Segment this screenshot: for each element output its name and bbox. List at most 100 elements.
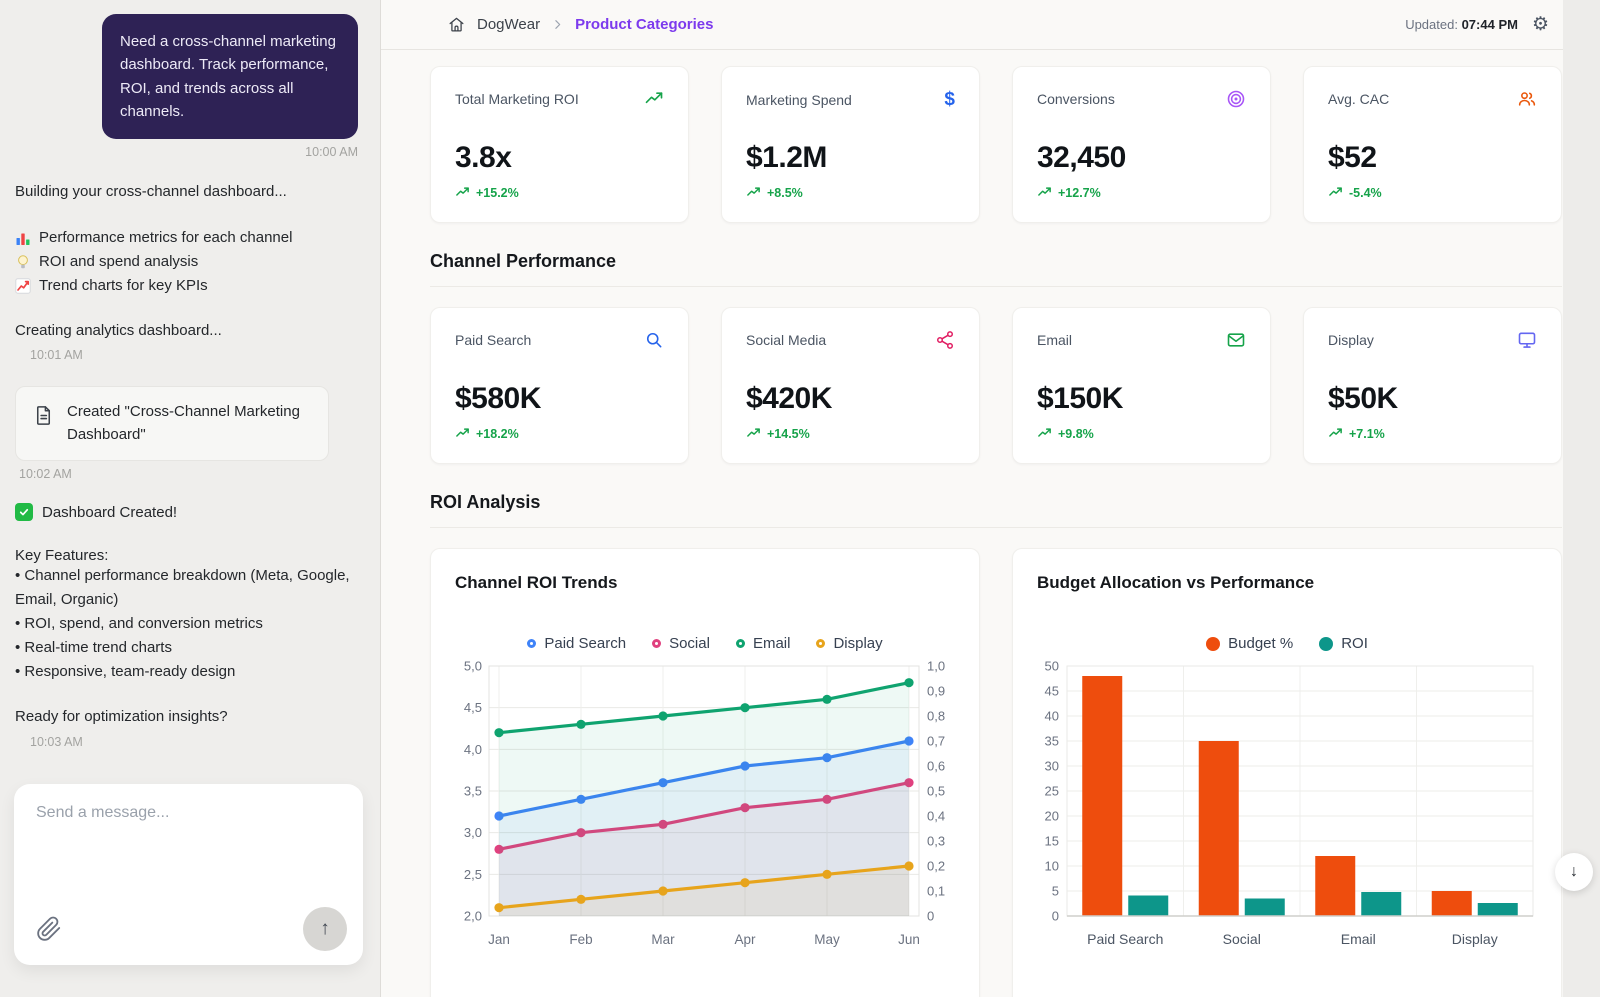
svg-text:May: May [814,932,840,947]
svg-text:5,0: 5,0 [464,659,482,674]
kpi-value: $52 [1328,141,1377,174]
kpi-delta: -5.4% [1328,185,1537,200]
kpi-card-avg-cac: Avg. CAC $52 -5.4% [1303,66,1562,223]
kpi-label: Conversions [1037,91,1115,107]
dollar-icon: $ [944,89,955,110]
legend-marker [735,639,745,648]
svg-text:35: 35 [1045,734,1059,749]
breadcrumb-root[interactable]: DogWear [477,16,541,33]
created-card-text: Created "Cross-Channel Marketing Dashboa… [67,403,300,443]
trend-arrow-icon [1329,428,1342,437]
legend-marker [652,639,662,648]
bar-chart: 0 5 10 15 20 25 30 35 40 45 50 Paid Search Social Ema… [1045,659,1534,947]
check-icon [15,503,33,521]
trend-arrow-icon [1038,187,1051,196]
dashboard-created-text: Dashboard Created! [42,503,178,521]
feature-label: Trend charts for key KPIs [39,277,208,294]
bar-chart-card: Budget Allocation vs Performance Budget … [1012,548,1562,997]
trend-chart-icon [15,277,31,294]
svg-text:3,0: 3,0 [464,825,482,840]
trend-arrow-icon [456,428,469,437]
users-icon [1517,89,1537,109]
gear-icon[interactable]: ⚙ [1531,14,1549,35]
svg-text:0,5: 0,5 [927,784,945,799]
kpi-delta: +15.2% [455,185,664,200]
channel-delta: +14.5% [746,426,955,441]
svg-text:2,0: 2,0 [464,909,482,924]
assistant-message: Building your cross-channel dashboard... [15,183,287,200]
kpi-row: Total Marketing ROI 3.8x +15.2% Marketin… [430,66,1562,223]
kpi-card-total-roi: Total Marketing ROI 3.8x +15.2% [430,66,689,223]
channel-label: Social Media [746,332,827,348]
svg-text:2,5: 2,5 [464,867,482,882]
breadcrumb-current[interactable]: Product Categories [575,16,714,33]
svg-text:0,3: 0,3 [927,834,945,849]
svg-text:15: 15 [1045,834,1059,849]
channel-card-social-media: Social Media $420K +14.5% [721,307,980,464]
timestamp: 10:01 AM [30,348,83,362]
line-chart-legend: Paid Search Social Email Display [455,635,955,652]
svg-text:40: 40 [1045,709,1059,724]
kpi-card-conversions: Conversions 32,450 +12.7% [1012,66,1271,223]
feature-row: Trend charts for key KPIs [15,274,358,298]
channel-value: $420K [746,382,832,415]
section-title-roi-analysis: ROI Analysis [430,492,541,512]
bulb-icon [15,254,31,270]
svg-text:10: 10 [1045,859,1059,874]
svg-text:0,8: 0,8 [927,709,945,724]
svg-text:Jun: Jun [898,932,920,947]
trend-arrow-icon [747,428,760,437]
line-chart: 5,0 4,5 4,0 3,5 3,0 2,5 2,0 1,0 0,9 0,8 0,7 0,6 0,5 0… [464,659,945,948]
chevron-right-icon [551,18,564,31]
kpi-delta: +12.7% [1037,185,1246,200]
legend-paid-search[interactable]: Paid Search [527,635,626,652]
legend-roi[interactable]: ROI [1319,635,1368,652]
channel-delta: +18.2% [455,426,664,441]
kpi-delta: +8.5% [746,185,955,200]
svg-text:Paid Search: Paid Search [1087,931,1163,947]
message-input[interactable] [36,804,341,894]
dashboard-content: Total Marketing ROI 3.8x +15.2% Marketin… [381,50,1600,997]
legend-budget[interactable]: Budget % [1206,635,1293,652]
trending-up-icon [644,89,664,109]
svg-text:3,5: 3,5 [464,784,482,799]
section-divider [430,286,1562,287]
svg-text:0,1: 0,1 [927,884,945,899]
legend-email[interactable]: Email [735,635,790,652]
svg-text:45: 45 [1045,684,1059,699]
svg-text:25: 25 [1045,784,1059,799]
legend-marker [816,639,826,648]
trend-arrow-icon [1329,187,1342,196]
legend-social[interactable]: Social [652,635,710,652]
created-document-card[interactable]: Created "Cross-Channel Marketing Dashboa… [15,386,329,461]
kpi-label: Total Marketing ROI [455,91,579,107]
svg-text:Feb: Feb [569,932,592,947]
legend-display[interactable]: Display [816,635,883,652]
paperclip-icon[interactable] [36,916,62,942]
user-message-bubble: Need a cross-channel marketing dashboard… [102,14,358,139]
message-composer: ↑ [14,784,363,965]
top-header: DogWear Product Categories Updated: 07:4… [381,0,1563,50]
home-icon[interactable] [447,15,466,34]
assistant-message: Creating analytics dashboard... [15,321,222,339]
svg-text:0: 0 [1052,909,1059,924]
mail-icon [1226,330,1246,350]
line-chart-title: Channel ROI Trends [455,573,618,592]
key-feature-item: • Real-time trend charts [15,639,172,656]
channel-label: Display [1328,332,1374,348]
line-chart-card: Channel ROI Trends Paid Search Social Em… [430,548,980,997]
svg-text:0,4: 0,4 [927,809,945,824]
scroll-down-button[interactable]: ↓ [1555,853,1593,891]
feature-row: Performance metrics for each channel [15,226,358,250]
bar-chart-icon [15,230,31,246]
legend-marker [527,639,537,648]
section-divider [430,527,1562,528]
svg-text:4,5: 4,5 [464,700,482,715]
key-feature-item: • ROI, spend, and conversion metrics [15,615,263,632]
chat-sidebar: Need a cross-channel marketing dashboard… [0,0,381,997]
channel-card-paid-search: Paid Search $580K +18.2% [430,307,689,464]
key-feature-item: • Responsive, team-ready design [15,663,236,680]
send-button[interactable]: ↑ [303,907,347,951]
channel-label: Email [1037,332,1073,348]
